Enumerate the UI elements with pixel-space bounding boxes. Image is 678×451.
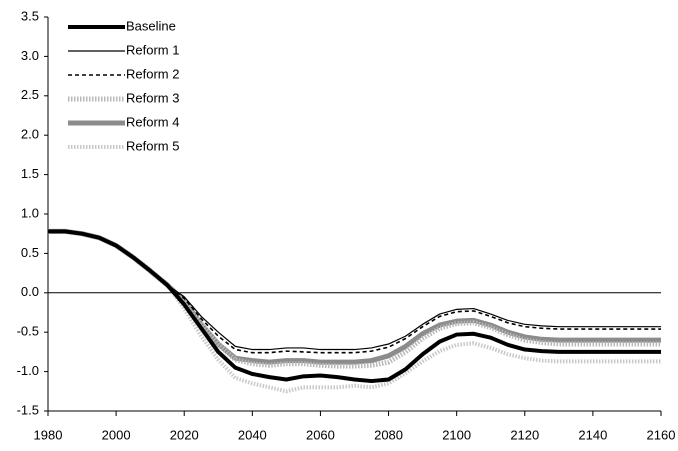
x-tick-label: 2060: [306, 427, 335, 442]
y-tick-label: 0.0: [21, 284, 39, 299]
y-tick-label: 2.0: [21, 127, 39, 142]
series-line: [48, 229, 661, 384]
y-tick-label: 3.0: [21, 48, 39, 63]
x-tick-label: 2000: [102, 427, 131, 442]
legend-label: Reform 1: [126, 42, 179, 57]
y-tick-label: -1.5: [17, 402, 39, 417]
x-tick-label: 2080: [374, 427, 403, 442]
y-tick-label: -1.0: [17, 363, 39, 378]
x-tick-label: 2120: [510, 427, 539, 442]
y-tick-label: 2.5: [21, 87, 39, 102]
x-tick-label: 2100: [442, 427, 471, 442]
x-tick-label: 1980: [34, 427, 63, 442]
legend-label: Reform 4: [126, 114, 179, 129]
y-tick-label: 3.5: [21, 8, 39, 23]
y-tick-label: 1.5: [21, 166, 39, 181]
series-line: [48, 229, 661, 394]
series-line: [48, 230, 661, 354]
legend-label: Reform 3: [126, 90, 179, 105]
x-tick-label: 2140: [578, 427, 607, 442]
legend-label: Reform 2: [126, 66, 179, 81]
series-line: [48, 228, 661, 369]
y-tick-label: 0.5: [21, 245, 39, 260]
x-tick-label: 2040: [238, 427, 267, 442]
series-line: [48, 230, 661, 351]
y-tick-label: 1.0: [21, 205, 39, 220]
legend-label: Baseline: [126, 18, 176, 33]
x-tick-label: 2160: [647, 427, 676, 442]
y-tick-label: -0.5: [17, 324, 39, 339]
legend-label: Reform 5: [126, 138, 179, 153]
x-tick-label: 2020: [170, 427, 199, 442]
